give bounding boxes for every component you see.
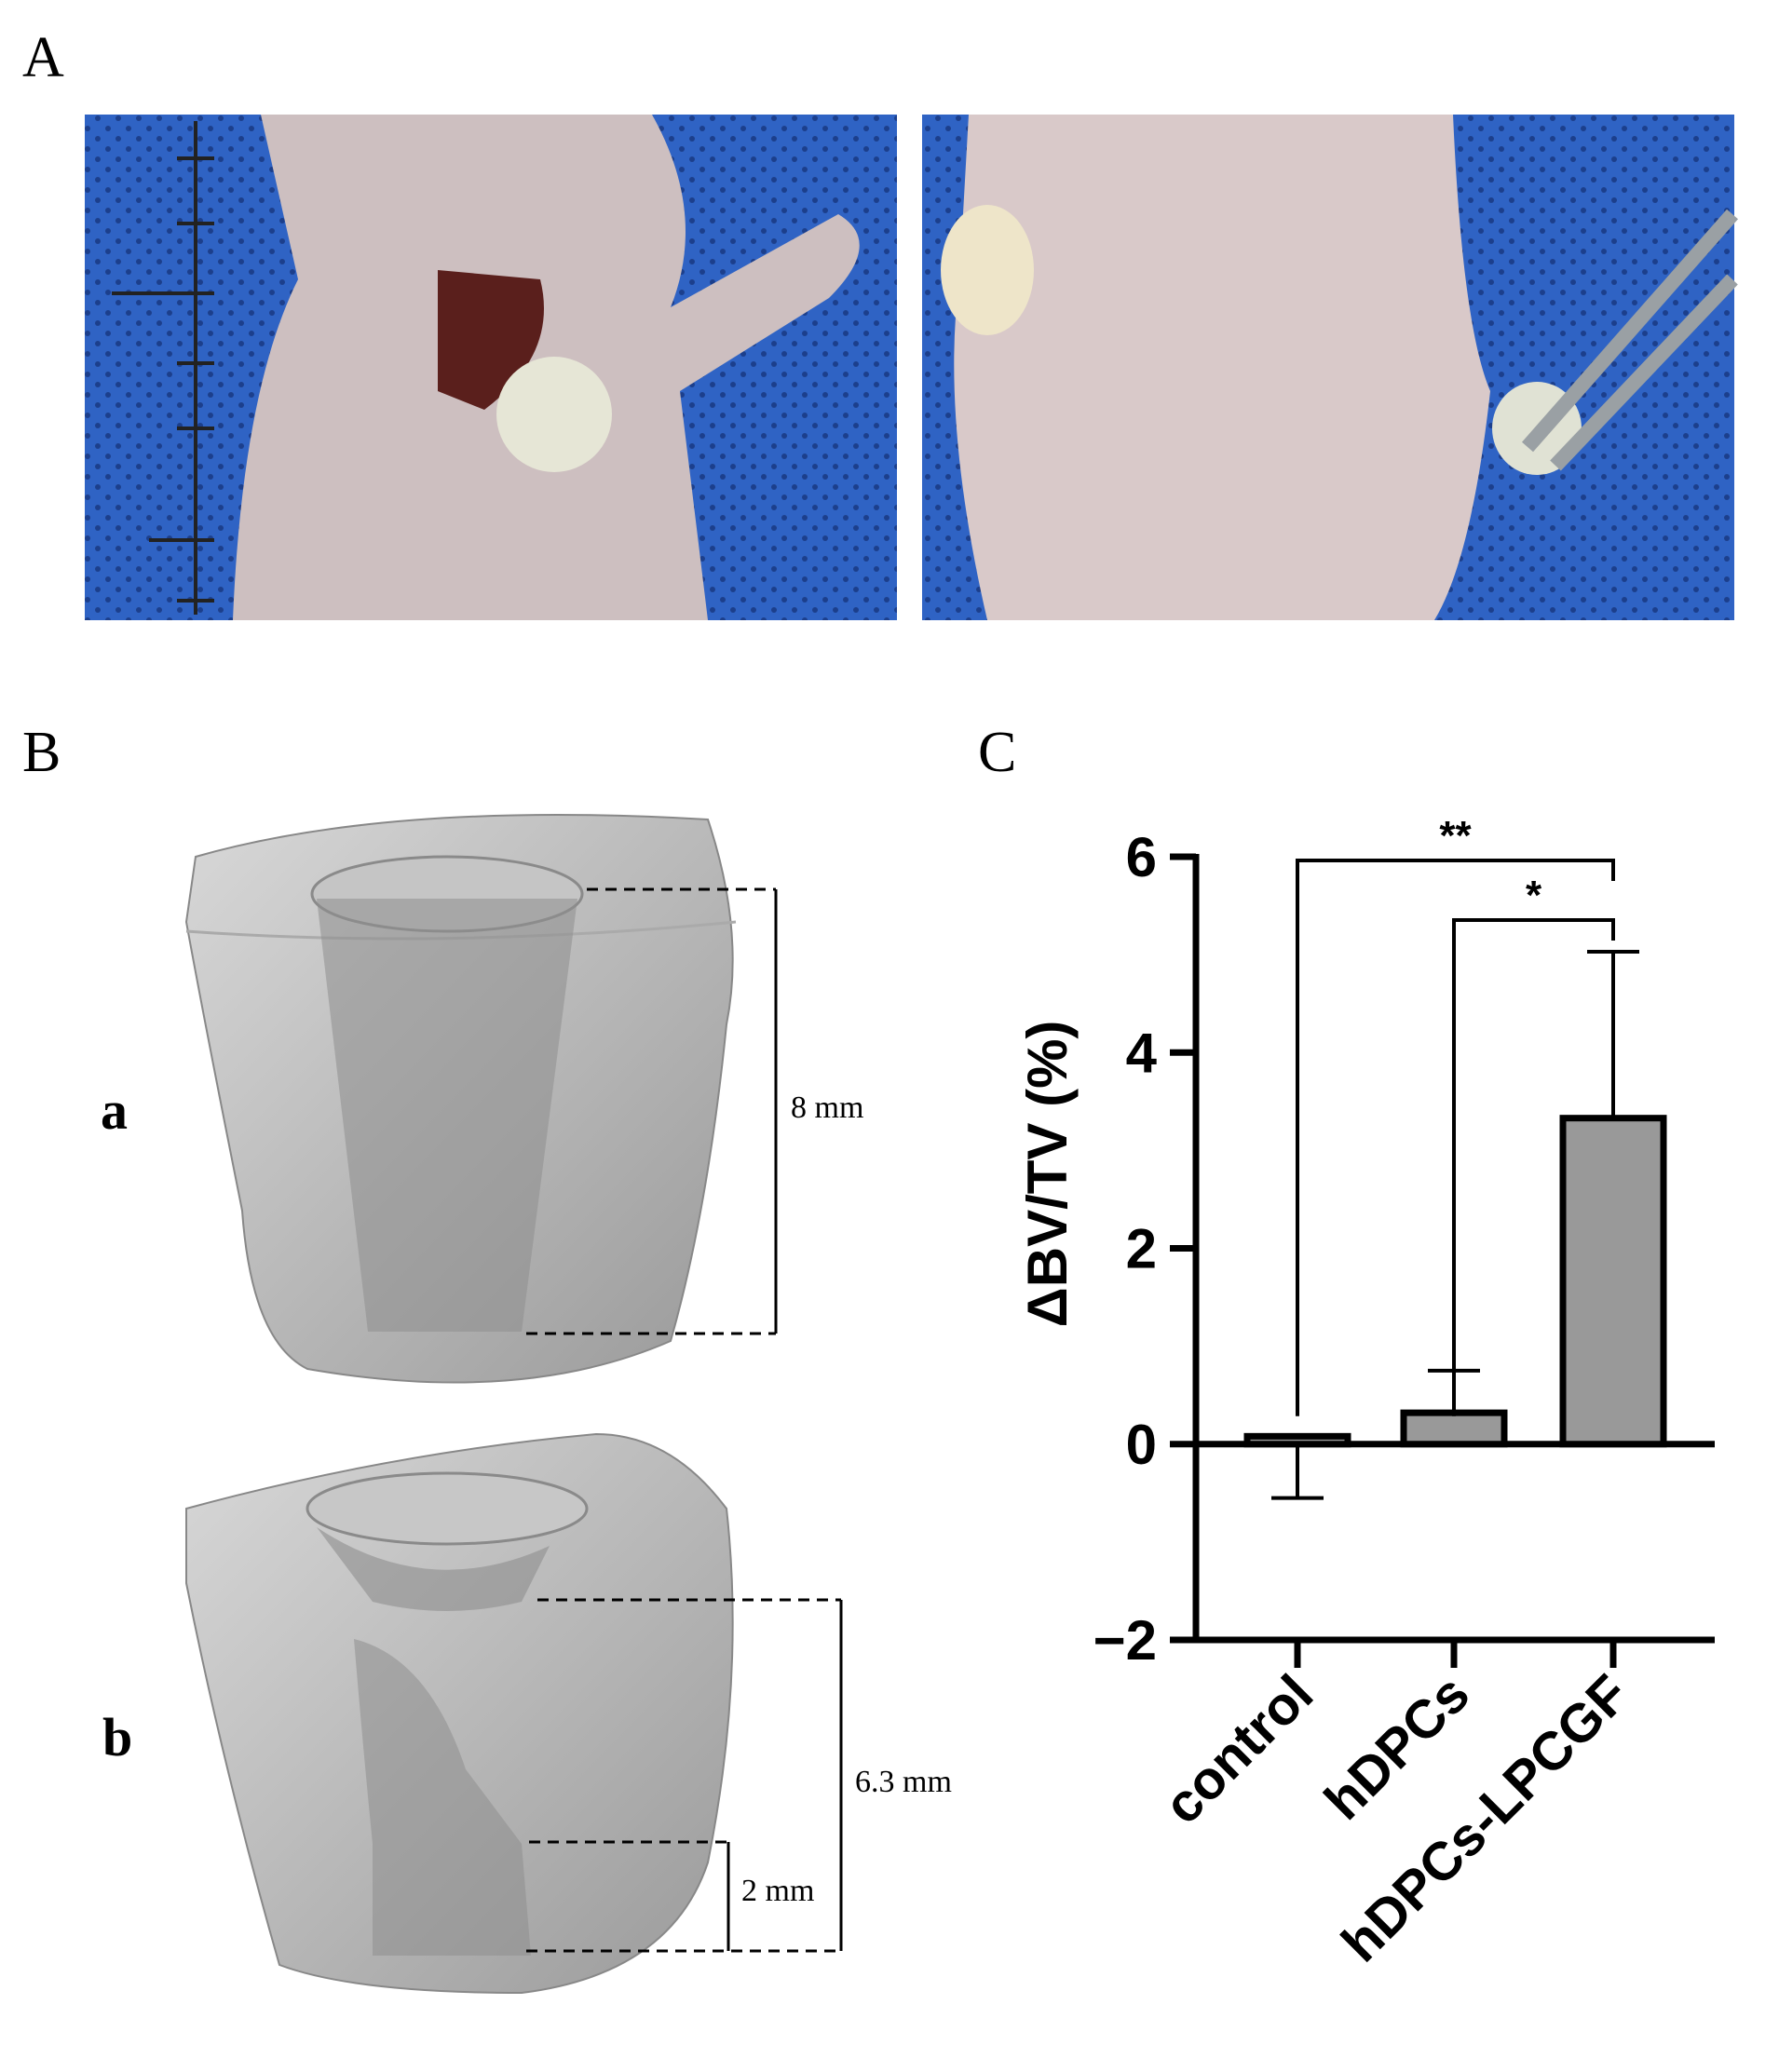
significance-bracket bbox=[1452, 918, 1615, 1416]
micro-ct bbox=[184, 814, 737, 1384]
bar bbox=[1559, 1115, 1667, 1448]
significance-label: ** bbox=[1439, 813, 1472, 859]
panel-label: C bbox=[978, 721, 1016, 784]
dimension-label: 8 mm bbox=[791, 1090, 863, 1125]
y-tick-label: 6 bbox=[1126, 826, 1157, 888]
sub-label: b bbox=[102, 1707, 132, 1767]
photo bbox=[85, 115, 897, 620]
x-tick-label: control bbox=[1152, 1663, 1324, 1835]
micro-ct bbox=[185, 1432, 734, 1995]
photo bbox=[922, 115, 1739, 620]
y-axis-label: ΔBV/TV (%) bbox=[1016, 1021, 1079, 1328]
significance-label: * bbox=[1526, 873, 1542, 918]
y-tick-label: 2 bbox=[1126, 1218, 1157, 1280]
bar bbox=[1243, 1432, 1351, 1448]
panel-label: B bbox=[22, 721, 61, 784]
dimension-label: 6.3 mm bbox=[855, 1765, 952, 1799]
panel-label: A bbox=[22, 26, 64, 89]
dimension-line bbox=[526, 887, 843, 1953]
x-tick-label: hDPCs-LPCGF bbox=[1330, 1663, 1640, 1973]
significance-bracket bbox=[1296, 859, 1615, 1416]
sub-label: a bbox=[101, 1080, 128, 1141]
y-tick-label: 4 bbox=[1126, 1022, 1158, 1084]
y-tick-label: −2 bbox=[1093, 1609, 1157, 1672]
y-tick-label: 0 bbox=[1126, 1414, 1157, 1476]
bar bbox=[1400, 1409, 1508, 1448]
dimension-label: 2 mm bbox=[741, 1874, 814, 1908]
